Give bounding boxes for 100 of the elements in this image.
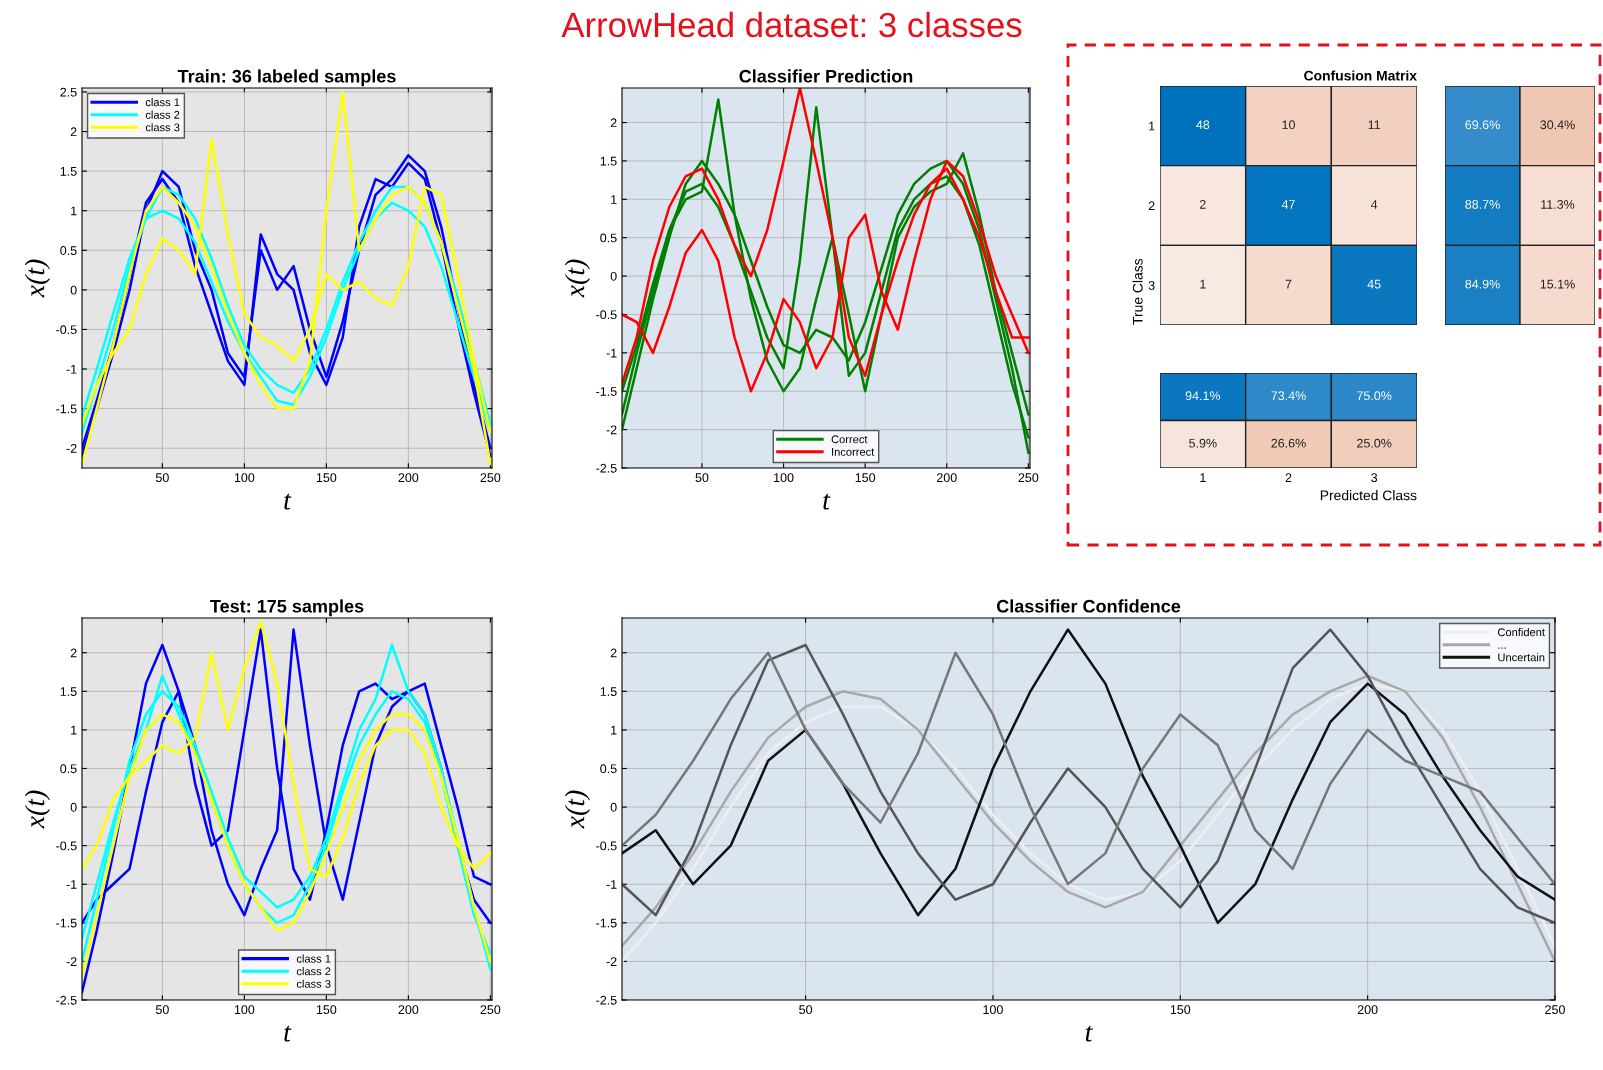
y-tick-label: -1.5 xyxy=(596,387,617,396)
y-tick-label: -1.5 xyxy=(56,918,77,928)
legend-label: Correct xyxy=(831,435,868,444)
y-axis-title: x(t) xyxy=(24,790,51,829)
x-axis-title: Predicted Class xyxy=(1320,490,1417,501)
x-tick-label: 50 xyxy=(155,1005,169,1015)
chart-title: Test: 175 samples xyxy=(210,599,364,617)
data-label: 84.9% xyxy=(1465,279,1500,289)
x-tick-label: 250 xyxy=(480,473,501,483)
x-tick-label: 50 xyxy=(155,473,169,483)
data-label: 25.0% xyxy=(1357,438,1392,448)
y-tick-label: 0.5 xyxy=(60,246,77,255)
y-axis-title: x(t) xyxy=(564,790,591,829)
data-label: 7 xyxy=(1285,279,1292,289)
legend-label: class 2 xyxy=(296,967,331,976)
data-label: 11.3% xyxy=(1541,200,1575,209)
data-label: 88.7% xyxy=(1465,200,1500,209)
legend-label: class 2 xyxy=(145,110,180,119)
y-tick-label: 2 xyxy=(610,118,617,128)
y-tick-label: 3 xyxy=(1148,280,1155,290)
chart-title: Classifier Confidence xyxy=(996,599,1181,613)
y-tick-label: 1 xyxy=(71,206,77,216)
y-tick-label: 0.5 xyxy=(600,233,617,243)
y-axis-title: x(t) xyxy=(24,259,51,298)
legend-label: class 1 xyxy=(145,98,180,107)
y-tick-label: 1.5 xyxy=(600,687,617,696)
y-tick-label: 2 xyxy=(70,127,77,137)
y-tick-label: 1.5 xyxy=(60,687,77,696)
x-tick-label: 250 xyxy=(1545,1005,1565,1015)
y-tick-label: 1 xyxy=(611,725,617,735)
y-tick-label: -1.5 xyxy=(596,918,617,928)
x-tick-label: 150 xyxy=(316,473,337,483)
x-tick-label: 250 xyxy=(1018,473,1039,483)
y-tick-label: 0 xyxy=(610,271,617,281)
y-tick-label: 2 xyxy=(70,648,77,658)
y-tick-label: 2 xyxy=(610,648,617,658)
y-tick-label: 2.5 xyxy=(60,87,77,97)
x-tick-label: 150 xyxy=(1170,1005,1191,1015)
data-label: 5.9% xyxy=(1189,438,1217,448)
y-tick-label: -0.5 xyxy=(596,841,617,851)
x-tick-label: 50 xyxy=(799,1005,813,1015)
x-axis-title: t xyxy=(823,493,831,510)
x-tick-label: 2 xyxy=(1285,473,1292,482)
y-tick-label: -0.5 xyxy=(56,325,77,335)
y-tick-label: -2.5 xyxy=(596,463,617,473)
y-tick-label: 0 xyxy=(70,802,77,812)
y-tick-label: -1 xyxy=(66,364,77,374)
y-axis-title: x(t) xyxy=(564,259,591,298)
data-label: 75.0% xyxy=(1357,391,1392,401)
legend-label: class 1 xyxy=(296,954,331,963)
x-tick-label: 250 xyxy=(480,1005,501,1015)
data-label: 4 xyxy=(1370,200,1378,209)
chart-title: Train: 36 labeled samples xyxy=(177,69,396,87)
y-tick-label: -2.5 xyxy=(56,995,77,1005)
chart-title: Classifier Prediction xyxy=(739,69,913,83)
y-tick-label: -1 xyxy=(606,880,617,889)
y-tick-label: -1 xyxy=(66,880,77,889)
legend-label: Incorrect xyxy=(832,448,875,456)
y-tick-label: -2 xyxy=(606,425,617,435)
data-label: 15.1% xyxy=(1540,279,1575,289)
data-label: 30.4% xyxy=(1540,120,1575,130)
legend-label: Confident xyxy=(1498,628,1545,637)
legend-label: class 3 xyxy=(145,123,180,132)
legend-label: class 3 xyxy=(296,979,331,988)
y-tick-label: 0 xyxy=(610,802,617,812)
x-tick-label: 200 xyxy=(398,1005,419,1015)
data-label: 2 xyxy=(1199,200,1206,209)
y-tick-label: 1 xyxy=(1149,121,1155,131)
x-axis-title: t xyxy=(284,493,292,510)
x-tick-label: 200 xyxy=(936,473,957,483)
data-label: 47 xyxy=(1281,200,1295,209)
y-tick-label: 0 xyxy=(70,285,77,295)
data-label: 94.1% xyxy=(1185,391,1221,401)
legend-label: ... xyxy=(1498,647,1506,649)
y-tick-label: -2 xyxy=(66,957,77,966)
x-tick-label: 100 xyxy=(774,473,794,483)
data-label: 73.4% xyxy=(1271,391,1306,401)
y-tick-label: 0.5 xyxy=(60,764,77,774)
data-label: 26.6% xyxy=(1271,438,1306,448)
y-tick-label: -2 xyxy=(66,444,77,453)
data-label: 48 xyxy=(1196,120,1210,130)
x-axis-title: t xyxy=(1085,1025,1093,1042)
y-tick-label: 2 xyxy=(1148,201,1155,211)
legend-label: Uncertain xyxy=(1498,653,1545,662)
data-label: 11 xyxy=(1368,120,1381,130)
x-tick-label: 100 xyxy=(234,473,255,483)
data-label: 45 xyxy=(1367,279,1381,289)
text: ArrowHead dataset: 3 classes xyxy=(561,11,1022,38)
x-tick-label: 200 xyxy=(1357,1005,1378,1015)
y-tick-label: 1 xyxy=(71,725,77,735)
x-tick-label: 1 xyxy=(1200,473,1206,482)
y-tick-label: -2.5 xyxy=(596,995,617,1005)
y-tick-label: 0.5 xyxy=(600,764,617,774)
data-label: 69.6% xyxy=(1465,120,1500,130)
data-label: 10 xyxy=(1282,120,1295,130)
y-tick-label: -0.5 xyxy=(56,841,77,851)
y-tick-label: -1 xyxy=(606,348,617,358)
x-tick-label: 100 xyxy=(234,1005,255,1015)
y-tick-label: 1.5 xyxy=(600,156,617,166)
x-tick-label: 100 xyxy=(983,1005,1003,1015)
